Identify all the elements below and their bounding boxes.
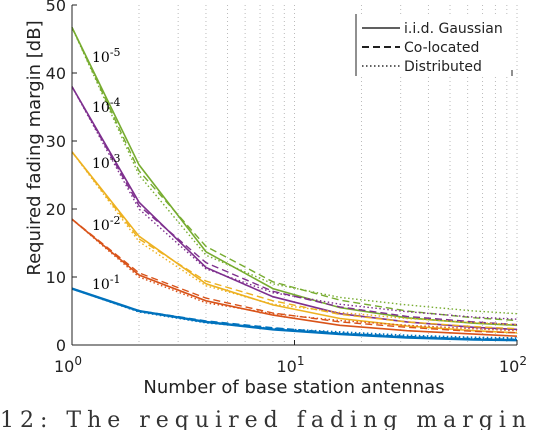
- figure-caption: 12: The required fading margin for diffe…: [0, 408, 544, 430]
- y-tick-label: 30: [46, 132, 66, 151]
- series-line-iid: [71, 287, 518, 342]
- series-line-colocated: [71, 151, 518, 330]
- series-lines: [71, 27, 518, 342]
- y-tick-label: 0: [56, 336, 66, 355]
- annotation-label: 10-5: [92, 46, 121, 66]
- legend-label: Distributed: [404, 59, 482, 75]
- y-axis-label: Required fading margin [dB]: [24, 20, 45, 275]
- series-line-colocated: [71, 86, 518, 326]
- annotation-label: 10-3: [92, 152, 121, 172]
- legend: i.i.d. Gaussian Co-located Distributed: [355, 14, 513, 76]
- legend-label: Co-located: [404, 40, 479, 56]
- y-tick-label: 40: [46, 64, 66, 83]
- annotation-label: 10-1: [92, 273, 121, 293]
- probability-annotations: 10-5 10-4 10-3 10-2 10-1: [92, 46, 121, 293]
- series-line-distributed: [71, 218, 518, 332]
- annotation-label: 10-4: [92, 96, 121, 116]
- tick-labels: 0 10 20 30 40 50 100 101 102: [46, 0, 527, 376]
- x-tick-label: 101: [277, 354, 305, 376]
- x-tick-label: 102: [499, 354, 527, 376]
- series-line-iid: [71, 86, 518, 331]
- y-tick-label: 20: [46, 200, 66, 219]
- legend-box: [355, 14, 513, 76]
- y-tick-label: 50: [46, 0, 66, 15]
- y-tick-label: 10: [46, 268, 66, 287]
- series-line-iid: [71, 218, 518, 337]
- series-line-distributed: [71, 151, 518, 326]
- series-line-iid: [71, 151, 518, 334]
- series-line-colocated: [71, 218, 518, 334]
- x-tick-label: 100: [54, 354, 82, 376]
- x-axis-label: Number of base station antennas: [143, 377, 444, 398]
- annotation-label: 10-2: [92, 214, 121, 234]
- axes: [71, 4, 518, 346]
- legend-label: i.i.d. Gaussian: [404, 21, 503, 37]
- series-line-colocated: [71, 27, 518, 322]
